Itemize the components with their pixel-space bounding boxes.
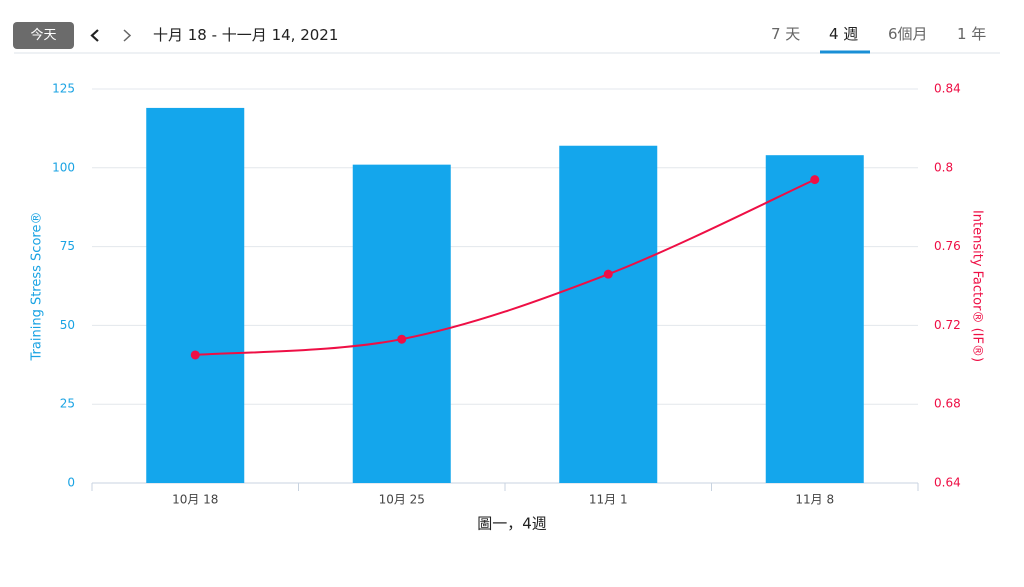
y-tick-label: 0 bbox=[67, 476, 75, 490]
y2-tick-label: 0.84 bbox=[934, 82, 961, 96]
bar bbox=[352, 164, 451, 483]
y-tick-label: 100 bbox=[52, 160, 75, 174]
bar bbox=[765, 155, 864, 483]
today-button[interactable]: 今天 bbox=[13, 22, 74, 49]
line-point bbox=[603, 269, 613, 279]
y-tick-label: 125 bbox=[52, 82, 75, 96]
y-tick-label: 25 bbox=[60, 397, 75, 411]
tab[interactable]: 7 天 bbox=[771, 25, 801, 43]
y2-axis-title: Intensity Factor® (IF®) bbox=[970, 210, 985, 362]
y2-tick-label: 0.64 bbox=[934, 476, 961, 490]
next-arrow[interactable] bbox=[123, 29, 132, 42]
date-range: 十月 18 - 十一月 14, 2021 bbox=[153, 26, 339, 44]
prev-arrow[interactable] bbox=[90, 29, 99, 42]
bar bbox=[559, 145, 658, 483]
y-axis-title: Training Stress Score® bbox=[30, 212, 45, 362]
y-tick-label: 75 bbox=[60, 239, 75, 253]
y-tick-label: 50 bbox=[60, 318, 75, 332]
y2-tick-label: 0.76 bbox=[934, 239, 961, 253]
line-point bbox=[397, 334, 407, 344]
y2-tick-label: 0.72 bbox=[934, 318, 961, 332]
tab[interactable]: 1 年 bbox=[957, 25, 987, 43]
tab[interactable]: 6個月 bbox=[888, 25, 928, 43]
x-tick-label: 11月 8 bbox=[795, 493, 834, 507]
line-point bbox=[190, 350, 200, 360]
line-point bbox=[810, 175, 820, 185]
x-tick-label: 10月 25 bbox=[379, 493, 425, 507]
x-tick-label: 11月 1 bbox=[589, 493, 628, 507]
tab[interactable]: 4 週 bbox=[829, 25, 859, 43]
x-tick-label: 10月 18 bbox=[172, 493, 218, 507]
chart-caption: 圖一，4週 bbox=[477, 515, 547, 533]
bar bbox=[146, 107, 245, 484]
y2-tick-label: 0.8 bbox=[934, 160, 953, 174]
line bbox=[195, 178, 816, 356]
y2-tick-label: 0.68 bbox=[934, 397, 961, 411]
